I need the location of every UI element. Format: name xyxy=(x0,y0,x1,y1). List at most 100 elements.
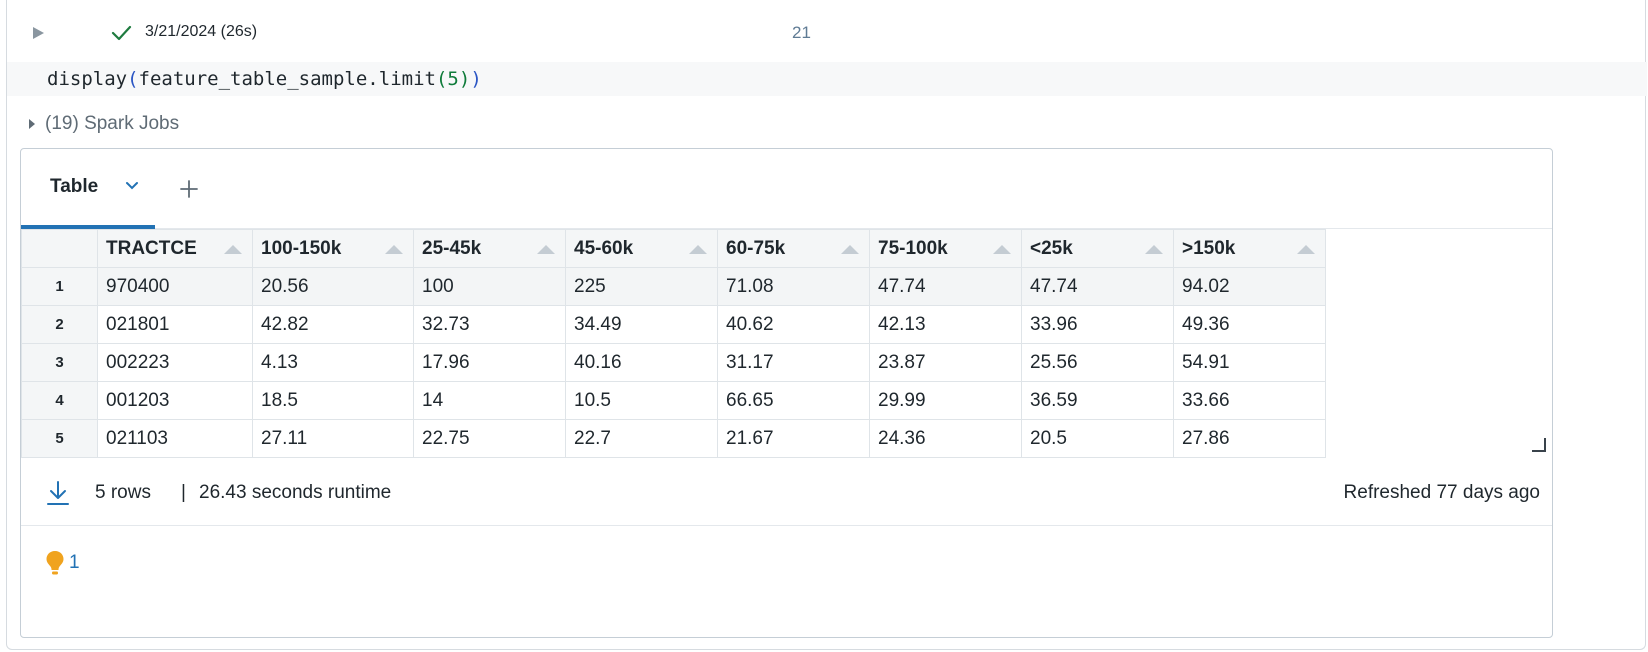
code-editor[interactable]: display(feature_table_sample.limit(5)) xyxy=(7,62,1647,96)
run-timestamp: 3/21/2024 (26s) xyxy=(145,23,258,40)
results-table: TRACTCE 100-150k 25-45k 45-60k 60-75k 75… xyxy=(21,229,1326,458)
table-cell[interactable]: 20.56 xyxy=(252,267,414,306)
spark-jobs-label: (19) Spark Jobs xyxy=(45,113,180,134)
table-cell[interactable]: 22.75 xyxy=(413,419,566,458)
table-cell[interactable]: 21.67 xyxy=(717,419,870,458)
table-cell[interactable]: 33.96 xyxy=(1021,305,1174,344)
tab-table-label: Table xyxy=(50,176,99,197)
code-token-fn: display xyxy=(47,68,128,90)
table-cell[interactable]: 10.5 xyxy=(565,381,718,420)
table-cell[interactable]: 100 xyxy=(413,267,566,306)
table-cell[interactable]: 40.16 xyxy=(565,343,718,382)
table-cell[interactable]: 34.49 xyxy=(565,305,718,344)
table-cell[interactable]: 32.73 xyxy=(413,305,566,344)
table-cell[interactable]: 47.74 xyxy=(869,267,1022,306)
table-cell[interactable]: 22.7 xyxy=(565,419,718,458)
table-cell[interactable]: 20.5 xyxy=(1021,419,1174,458)
table-cell[interactable]: 33.66 xyxy=(1173,381,1326,420)
column-header[interactable]: 60-75k xyxy=(717,229,870,268)
table-cell[interactable]: 27.11 xyxy=(252,419,414,458)
column-header[interactable]: >150k xyxy=(1173,229,1326,268)
code-token-call: feature_table_sample.limit xyxy=(138,68,436,90)
column-header[interactable]: 100-150k xyxy=(252,229,414,268)
table-row[interactable]: 1 970400 20.56 100 225 71.08 47.74 47.74… xyxy=(21,267,1326,306)
lightbulb-icon[interactable] xyxy=(45,549,65,577)
table-cell[interactable]: 40.62 xyxy=(717,305,870,344)
table-cell[interactable]: 14 xyxy=(413,381,566,420)
table-cell[interactable]: 23.87 xyxy=(869,343,1022,382)
column-header[interactable]: <25k xyxy=(1021,229,1174,268)
table-row[interactable]: 5 021103 27.11 22.75 22.7 21.67 24.36 20… xyxy=(21,419,1326,458)
output-panel: Table TRACTCE 100-150k 2 5 xyxy=(20,148,1553,638)
table-cell[interactable]: 47.74 xyxy=(1021,267,1174,306)
resize-handle[interactable] xyxy=(1532,438,1546,452)
table-cell[interactable]: 021103 xyxy=(97,419,253,458)
sort-icon[interactable] xyxy=(689,245,707,254)
code-token-paren-close: ) xyxy=(470,68,482,90)
sort-icon[interactable] xyxy=(224,245,242,254)
table-cell[interactable]: 4.13 xyxy=(252,343,414,382)
insights-count[interactable]: 1 xyxy=(69,552,80,573)
table-row[interactable]: 2 021801 42.82 32.73 34.49 40.62 42.13 3… xyxy=(21,305,1326,344)
sort-icon[interactable] xyxy=(841,245,859,254)
code-token-paren: ( xyxy=(127,68,139,90)
code-token-paren-inner-close: ) xyxy=(458,68,471,90)
table-cell[interactable]: 18.5 xyxy=(252,381,414,420)
refreshed-text: Refreshed 77 days ago xyxy=(1343,482,1540,503)
footer-separator: | xyxy=(181,482,186,503)
table-cell[interactable]: 25.56 xyxy=(1021,343,1174,382)
table-cell[interactable]: 24.36 xyxy=(869,419,1022,458)
cell-header: 3/21/2024 (26s) 21 xyxy=(7,0,1645,62)
table-cell[interactable]: 001203 xyxy=(97,381,253,420)
runtime-text: 26.43 seconds runtime xyxy=(199,482,392,503)
column-header-label: 100-150k xyxy=(261,237,342,259)
table-cell[interactable]: 42.82 xyxy=(252,305,414,344)
code-token-paren-inner: ( xyxy=(435,68,448,90)
column-header[interactable]: 25-45k xyxy=(413,229,566,268)
chevron-down-icon[interactable] xyxy=(125,179,139,193)
cell-number: 21 xyxy=(792,23,811,42)
column-header-label: <25k xyxy=(1030,237,1073,259)
table-row[interactable]: 3 002223 4.13 17.96 40.16 31.17 23.87 25… xyxy=(21,343,1326,382)
row-number-header xyxy=(21,229,98,268)
column-header[interactable]: TRACTCE xyxy=(97,229,253,268)
sort-icon[interactable] xyxy=(385,245,403,254)
table-cell[interactable]: 31.17 xyxy=(717,343,870,382)
table-cell[interactable]: 29.99 xyxy=(869,381,1022,420)
column-header[interactable]: 75-100k xyxy=(869,229,1022,268)
table-cell[interactable]: 49.36 xyxy=(1173,305,1326,344)
table-row[interactable]: 4 001203 18.5 14 10.5 66.65 29.99 36.59 … xyxy=(21,381,1326,420)
sort-icon[interactable] xyxy=(1145,245,1163,254)
row-number: 3 xyxy=(21,343,98,382)
row-number: 2 xyxy=(21,305,98,344)
add-visualization-icon[interactable] xyxy=(178,178,200,200)
table-cell[interactable]: 71.08 xyxy=(717,267,870,306)
table-cell[interactable]: 36.59 xyxy=(1021,381,1174,420)
row-count: 5 rows xyxy=(95,482,151,503)
tab-table[interactable]: Table xyxy=(21,149,155,229)
row-number: 1 xyxy=(21,267,98,306)
table-cell[interactable]: 002223 xyxy=(97,343,253,382)
table-cell[interactable]: 225 xyxy=(565,267,718,306)
table-cell[interactable]: 94.02 xyxy=(1173,267,1326,306)
download-icon[interactable] xyxy=(45,479,71,507)
table-cell[interactable]: 021801 xyxy=(97,305,253,344)
sort-icon[interactable] xyxy=(1297,245,1315,254)
table-cell[interactable]: 970400 xyxy=(97,267,253,306)
table-cell[interactable]: 66.65 xyxy=(717,381,870,420)
column-header[interactable]: 45-60k xyxy=(565,229,718,268)
table-cell[interactable]: 54.91 xyxy=(1173,343,1326,382)
output-tabbar: Table xyxy=(21,149,1552,229)
sort-icon[interactable] xyxy=(993,245,1011,254)
spark-jobs-toggle[interactable]: (19) Spark Jobs xyxy=(29,113,179,135)
sort-icon[interactable] xyxy=(537,245,555,254)
row-number: 5 xyxy=(21,419,98,458)
column-header-label: 60-75k xyxy=(726,237,786,259)
table-cell[interactable]: 17.96 xyxy=(413,343,566,382)
table-cell[interactable]: 27.86 xyxy=(1173,419,1326,458)
header-row: TRACTCE 100-150k 25-45k 45-60k 60-75k 75… xyxy=(21,229,1326,268)
code-token-number: 5 xyxy=(447,68,459,90)
table-cell[interactable]: 42.13 xyxy=(869,305,1022,344)
column-header-label: 75-100k xyxy=(878,237,948,259)
run-cell-button[interactable] xyxy=(29,24,47,42)
